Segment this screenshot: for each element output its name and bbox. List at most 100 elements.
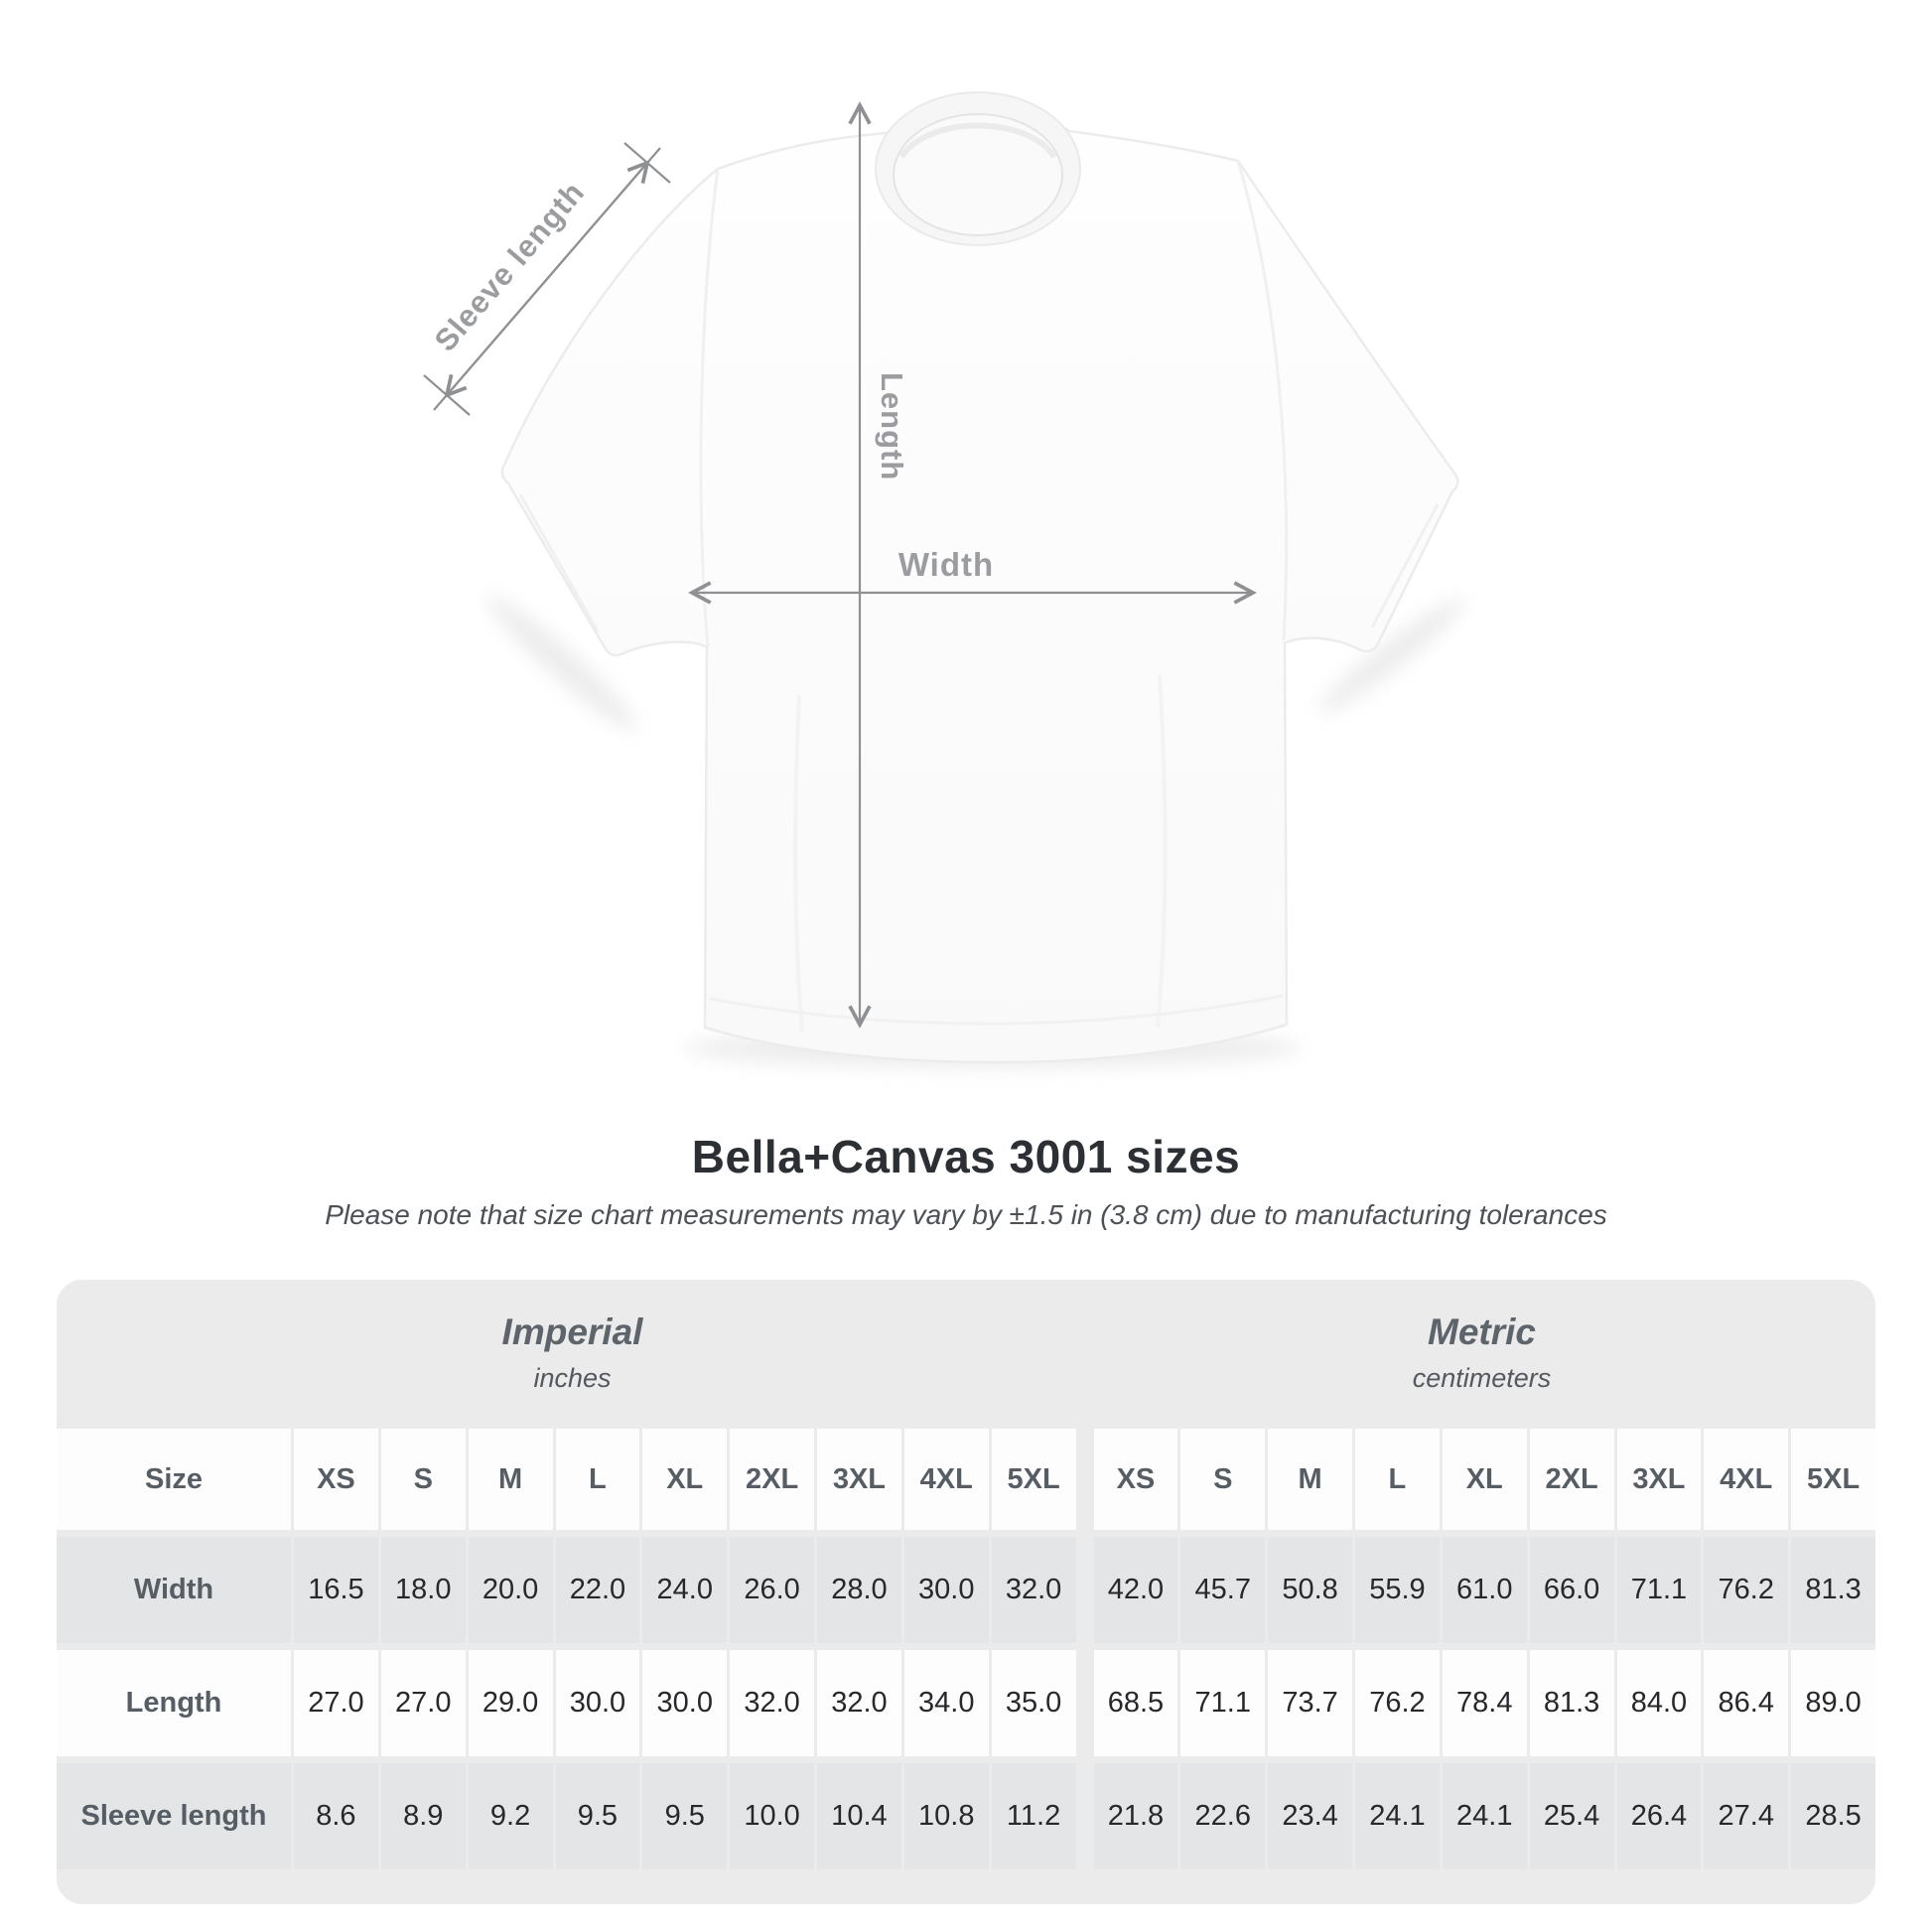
sleeve-length-cap-start — [423, 374, 471, 416]
measurement-cell: 84.0 — [1616, 1650, 1702, 1756]
measurement-cell: 24.0 — [642, 1537, 728, 1643]
measurement-cell: 8.6 — [294, 1763, 378, 1869]
measurement-cell: 24.1 — [1442, 1763, 1527, 1869]
size-column-header: 2XL — [1529, 1429, 1614, 1530]
measurement-row: Sleeve length 8.6 8.9 9.2 9.5 9.5 10.0 10.4 10.8… — [57, 1763, 1875, 1869]
measurement-cell: 16.5 — [294, 1537, 378, 1643]
size-header-row: Size XS S M L XL 2XL 3XL 4XL 5XL XS S M L XL 2XL 3XL 4XL 5… — [57, 1429, 1875, 1530]
size-table-card: Imperial inches Metric centimeters Size X… — [57, 1280, 1875, 1904]
tshirt-diagram: Sleeve length Length Width — [423, 91, 1465, 1068]
measurement-cell: 20.0 — [468, 1537, 553, 1643]
page-subtitle: Please note that size chart measurements… — [325, 1199, 1607, 1230]
measurement-cell: 23.4 — [1268, 1763, 1352, 1869]
measurement-cell: 30.0 — [642, 1650, 728, 1756]
measurement-cell: 66.0 — [1529, 1537, 1614, 1643]
size-column-header: L — [1355, 1429, 1440, 1530]
measurement-cell: 71.1 — [1616, 1537, 1702, 1643]
measurement-cell: 29.0 — [468, 1650, 553, 1756]
page-title: Bella+Canvas 3001 sizes — [691, 1131, 1241, 1182]
measurement-cell: 22.0 — [555, 1537, 640, 1643]
measurement-cell: 27.0 — [380, 1650, 466, 1756]
unit-group-headers: Imperial inches Metric centimeters — [57, 1280, 1875, 1429]
sleeve-length-label: Sleeve length — [428, 175, 592, 358]
measurement-cell: 9.5 — [642, 1763, 728, 1869]
measurement-row: Length 27.0 27.0 29.0 30.0 30.0 32.0 32.0 34.0 35… — [57, 1650, 1875, 1756]
size-column-header: 3XL — [1616, 1429, 1702, 1530]
measurement-cell: 78.4 — [1442, 1650, 1527, 1756]
size-column-header: S — [380, 1429, 466, 1530]
measurement-cell: 32.0 — [991, 1537, 1076, 1643]
size-column-header: M — [468, 1429, 553, 1530]
size-column-header: XS — [1093, 1429, 1178, 1530]
size-column-header: 2XL — [730, 1429, 814, 1530]
measurement-cell: 73.7 — [1268, 1650, 1352, 1756]
title-block: Bella+Canvas 3001 sizes Please note that… — [0, 1130, 1932, 1231]
measurement-cell: 9.2 — [468, 1763, 553, 1869]
measurement-cell: 81.3 — [1529, 1650, 1614, 1756]
measurement-cell: 45.7 — [1180, 1537, 1266, 1643]
measurement-cell: 22.6 — [1180, 1763, 1266, 1869]
imperial-group-header: Imperial inches — [57, 1280, 1088, 1429]
metric-group-name: Metric — [1428, 1311, 1536, 1352]
sleeve-length-cap-end — [623, 142, 671, 184]
measurement-cell: 55.9 — [1355, 1537, 1440, 1643]
measurement-cell: 26.4 — [1616, 1763, 1702, 1869]
metric-group-header: Metric centimeters — [1088, 1280, 1875, 1429]
group-gap-spacer — [1079, 1650, 1091, 1756]
size-column-header: 4XL — [903, 1429, 989, 1530]
row-label-cell: Sleeve length — [57, 1763, 291, 1869]
measurement-cell: 89.0 — [1791, 1650, 1875, 1756]
sleeve-length-arrow — [444, 160, 650, 398]
size-column-header: M — [1268, 1429, 1352, 1530]
tshirt-diagram-svg: Sleeve length Length Width — [423, 91, 1465, 1068]
size-grid: Size XS S M L XL 2XL 3XL 4XL 5XL XS S M L XL 2XL 3XL 4XL 5… — [57, 1429, 1875, 1876]
size-column-header: 5XL — [991, 1429, 1076, 1530]
measurement-cell: 24.1 — [1355, 1763, 1440, 1869]
measurement-cell: 61.0 — [1442, 1537, 1527, 1643]
imperial-group-unit: inches — [533, 1363, 612, 1393]
sleeve-length-dimension — [423, 142, 671, 416]
measurement-cell: 42.0 — [1093, 1537, 1178, 1643]
size-column-header: 3XL — [817, 1429, 901, 1530]
row-label-cell: Width — [57, 1537, 291, 1643]
measurement-cell: 10.8 — [903, 1763, 989, 1869]
size-header-cell: Size — [57, 1429, 291, 1530]
measurement-cell: 81.3 — [1791, 1537, 1875, 1643]
group-gap-spacer — [1079, 1429, 1091, 1530]
measurement-cell: 76.2 — [1704, 1537, 1789, 1643]
measurement-cell: 30.0 — [555, 1650, 640, 1756]
size-column-header: XL — [1442, 1429, 1527, 1530]
measurement-cell: 32.0 — [730, 1650, 814, 1756]
imperial-group-name: Imperial — [501, 1311, 643, 1352]
measurement-cell: 76.2 — [1355, 1650, 1440, 1756]
measurement-cell: 68.5 — [1093, 1650, 1178, 1756]
group-gap-spacer — [1079, 1537, 1091, 1643]
measurement-row: Width 16.5 18.0 20.0 22.0 24.0 26.0 28.0 30.0 32.… — [57, 1537, 1875, 1643]
measurement-cell: 28.0 — [817, 1537, 901, 1643]
size-column-header: L — [555, 1429, 640, 1530]
measurement-cell: 21.8 — [1093, 1763, 1178, 1869]
size-column-header: XL — [642, 1429, 728, 1530]
size-column-header: 4XL — [1704, 1429, 1789, 1530]
measurement-cell: 50.8 — [1268, 1537, 1352, 1643]
measurement-cell: 27.0 — [294, 1650, 378, 1756]
measurement-cell: 25.4 — [1529, 1763, 1614, 1869]
size-column-header: S — [1180, 1429, 1266, 1530]
measurement-cell: 30.0 — [903, 1537, 989, 1643]
measurement-cell: 10.0 — [730, 1763, 814, 1869]
measurement-cell: 28.5 — [1791, 1763, 1875, 1869]
length-label: Length — [875, 372, 909, 481]
measurement-cell: 18.0 — [380, 1537, 466, 1643]
measurement-cell: 71.1 — [1180, 1650, 1266, 1756]
measurement-cell: 86.4 — [1704, 1650, 1789, 1756]
measurement-cell: 35.0 — [991, 1650, 1076, 1756]
row-label-cell: Length — [57, 1650, 291, 1756]
metric-group-unit: centimeters — [1412, 1363, 1552, 1393]
measurement-cell: 10.4 — [817, 1763, 901, 1869]
measurement-cell: 32.0 — [817, 1650, 901, 1756]
size-column-header: XS — [294, 1429, 378, 1530]
measurement-cell: 11.2 — [991, 1763, 1076, 1869]
width-label: Width — [898, 546, 994, 583]
measurement-cell: 27.4 — [1704, 1763, 1789, 1869]
measurement-cell: 9.5 — [555, 1763, 640, 1869]
